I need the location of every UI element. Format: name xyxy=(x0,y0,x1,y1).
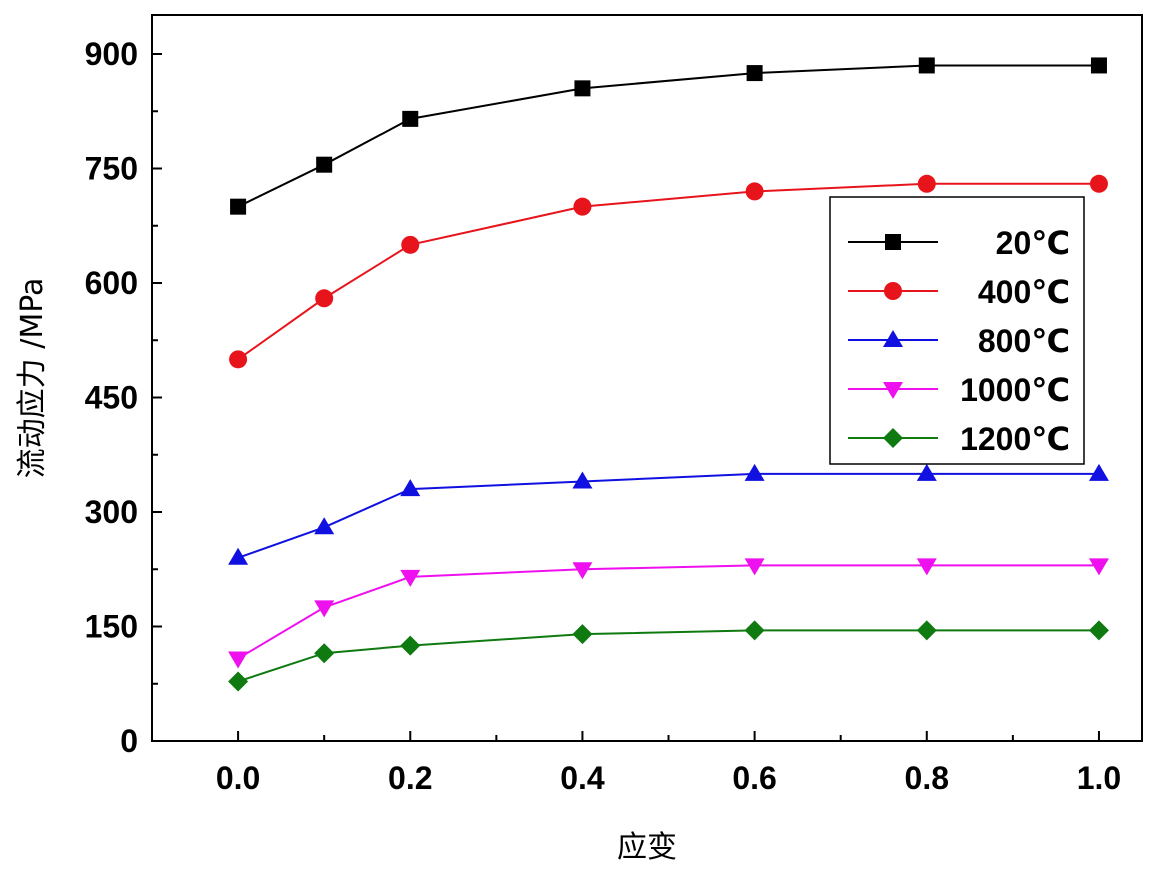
data-point xyxy=(572,471,593,489)
plot-frame xyxy=(151,14,1143,742)
x-tick-label: 0.0 xyxy=(216,760,260,796)
legend-marker xyxy=(883,382,903,399)
y-tick-label: 0 xyxy=(120,723,138,759)
legend-item: 20℃ xyxy=(848,225,1070,261)
data-point xyxy=(400,479,421,497)
data-point xyxy=(916,463,937,481)
y-tick-label: 450 xyxy=(85,380,138,416)
data-point xyxy=(1088,620,1109,641)
series-layer xyxy=(228,57,1109,692)
legend-label: 20℃ xyxy=(996,225,1070,261)
legend-items: 20℃ 400℃ 800℃ 1000℃ 1200℃ xyxy=(848,225,1070,457)
legend-item: 1000℃ xyxy=(848,372,1070,408)
data-point xyxy=(228,651,249,669)
legend-item: 400℃ xyxy=(848,274,1070,310)
data-point xyxy=(314,600,335,618)
data-point xyxy=(572,562,593,580)
data-point xyxy=(401,235,420,254)
legend-marker xyxy=(883,428,903,448)
data-point xyxy=(402,110,419,127)
data-point xyxy=(745,182,764,201)
series-2 xyxy=(228,463,1109,565)
legend-item: 800℃ xyxy=(848,323,1070,359)
data-point xyxy=(316,156,333,173)
x-tick-label: 0.8 xyxy=(905,760,949,796)
legend-item: 1200℃ xyxy=(848,421,1070,457)
legend-label: 1000℃ xyxy=(960,372,1070,408)
data-point xyxy=(314,643,335,664)
data-point xyxy=(917,174,936,193)
data-point xyxy=(746,65,763,82)
data-point xyxy=(1088,463,1109,481)
y-tick-label: 150 xyxy=(85,609,138,645)
data-point xyxy=(916,558,937,576)
data-point xyxy=(744,558,765,576)
y-tick-label: 600 xyxy=(85,265,138,301)
data-point xyxy=(1089,174,1108,193)
legend-marker xyxy=(885,234,901,250)
y-tick-label: 900 xyxy=(85,36,138,72)
series-line xyxy=(237,64,1099,208)
data-point xyxy=(916,620,937,641)
data-point xyxy=(572,624,593,645)
series-1 xyxy=(229,174,1108,369)
series-0 xyxy=(230,57,1107,215)
y-axis: 0 150 300 450 600 750 900 xyxy=(85,36,162,759)
data-point xyxy=(315,289,334,308)
y-axis-title: 流动应力 /MPa xyxy=(15,278,50,479)
legend: 20℃ 400℃ 800℃ 1000℃ 1200℃ xyxy=(829,196,1085,465)
data-point xyxy=(400,569,421,587)
series-4 xyxy=(228,620,1109,692)
legend-label: 1200℃ xyxy=(960,421,1070,457)
legend-label: 800℃ xyxy=(978,323,1070,359)
data-point xyxy=(1088,558,1109,576)
x-axis-title: 应变 xyxy=(617,830,677,865)
series-3 xyxy=(228,558,1109,669)
data-point xyxy=(228,671,249,692)
legend-marker xyxy=(883,330,903,347)
series-line xyxy=(237,629,1099,683)
series-line xyxy=(237,564,1099,660)
series-line xyxy=(237,472,1099,559)
data-point xyxy=(400,635,421,656)
data-point xyxy=(1090,57,1107,74)
x-tick-label: 0.2 xyxy=(388,760,432,796)
y-tick-label: 750 xyxy=(85,151,138,187)
data-point xyxy=(918,57,935,74)
legend-label: 400℃ xyxy=(978,274,1070,310)
y-tick-label: 300 xyxy=(85,494,138,530)
data-point xyxy=(573,197,592,216)
data-point xyxy=(228,547,249,565)
data-point xyxy=(229,350,248,369)
data-point xyxy=(744,620,765,641)
data-point xyxy=(230,198,247,215)
data-point xyxy=(574,80,591,97)
data-point xyxy=(744,463,765,481)
legend-marker xyxy=(884,282,902,300)
x-tick-label: 1.0 xyxy=(1077,760,1121,796)
data-point xyxy=(314,517,335,535)
x-axis: 0.0 0.2 0.4 0.6 0.8 1.0 xyxy=(216,731,1121,796)
x-tick-label: 0.4 xyxy=(560,760,605,796)
x-tick-label: 0.6 xyxy=(732,760,776,796)
